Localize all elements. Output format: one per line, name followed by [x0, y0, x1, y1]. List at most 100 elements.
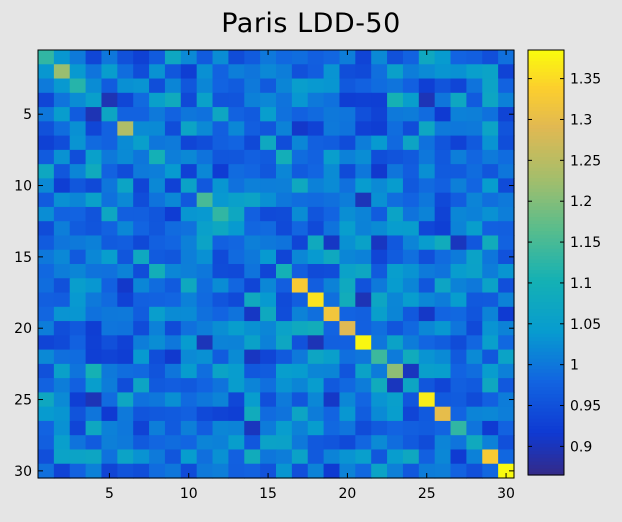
heatmap-cell [228, 192, 245, 208]
heatmap-cell [212, 107, 229, 122]
heatmap-cell [260, 92, 277, 108]
heatmap-cell [434, 249, 452, 265]
heatmap-cell [69, 335, 87, 351]
heatmap-cell [133, 64, 150, 80]
heatmap-cell [196, 107, 214, 122]
heatmap-cell [164, 221, 182, 237]
heatmap-cell [402, 164, 420, 179]
colorbar-swatch [528, 198, 564, 203]
x-tick-label: 15 [259, 486, 277, 502]
heatmap-cell-diagonal [307, 292, 325, 308]
colorbar-swatch [528, 329, 564, 334]
heatmap-cell [276, 406, 293, 422]
heatmap-cell [291, 349, 309, 365]
colorbar-tick-label: 1.1 [570, 276, 592, 292]
heatmap-cell [355, 78, 372, 94]
heatmap-cell [498, 206, 515, 222]
heatmap-cell [53, 264, 71, 279]
heatmap-cell [466, 420, 483, 436]
heatmap-cell [101, 92, 118, 108]
heatmap-cell [101, 121, 118, 137]
heatmap-cell [482, 64, 499, 80]
heatmap-cell [276, 235, 293, 251]
colorbar-swatch [528, 375, 564, 380]
heatmap-cell [371, 206, 388, 222]
heatmap-cell [212, 363, 229, 379]
heatmap-cell [434, 64, 452, 80]
heatmap-cell [164, 78, 182, 94]
heatmap-cell [450, 435, 467, 451]
heatmap-cell [434, 206, 452, 222]
heatmap-cell-diagonal [212, 206, 229, 222]
x-tick-label: 25 [418, 486, 436, 502]
heatmap-cell [323, 435, 341, 451]
colorbar-swatch [528, 418, 564, 423]
heatmap-cell [260, 435, 277, 451]
heatmap-cell [418, 164, 436, 179]
heatmap-cell [180, 278, 198, 294]
heatmap-cell-diagonal [418, 392, 436, 408]
heatmap-cell [387, 149, 404, 165]
heatmap-cell [38, 378, 55, 393]
heatmap-cell [196, 235, 214, 251]
heatmap-cell [450, 64, 467, 80]
colorbar-swatch [528, 99, 564, 104]
heatmap-cell [244, 449, 261, 465]
heatmap-cell [434, 392, 452, 408]
heatmap-cell [260, 335, 277, 351]
heatmap-cell [387, 306, 404, 322]
heatmap-cell [339, 121, 356, 137]
heatmap-cell [244, 463, 261, 479]
heatmap-cell [53, 292, 71, 308]
heatmap-cell [212, 321, 229, 336]
colorbar-swatch [528, 372, 564, 377]
heatmap-cell [38, 149, 55, 165]
heatmap-cell [466, 221, 483, 237]
heatmap-cell [133, 192, 150, 208]
heatmap-cell [418, 264, 436, 279]
colorbar-swatch [528, 113, 564, 118]
heatmap-cell [371, 306, 388, 322]
heatmap-cell [450, 349, 467, 365]
heatmap-cell [482, 164, 499, 179]
heatmap-cell [291, 235, 309, 251]
heatmap-cell [117, 392, 134, 408]
heatmap-cell [466, 78, 483, 94]
heatmap-cell [418, 435, 436, 451]
heatmap-cell [434, 378, 452, 393]
colorbar-swatch [528, 460, 564, 465]
heatmap-cell [466, 335, 483, 351]
heatmap-cell-diagonal [260, 249, 277, 265]
colorbar-swatch [528, 301, 564, 306]
heatmap-cell [101, 50, 118, 65]
heatmap-cell [434, 463, 452, 479]
heatmap-cell [244, 192, 261, 208]
heatmap-cell [371, 449, 388, 465]
colorbar-swatch [528, 365, 564, 370]
heatmap-cell [149, 392, 166, 408]
colorbar-tick-label: 1.15 [570, 235, 601, 251]
colorbar-swatch [528, 81, 564, 87]
colorbar-swatch [528, 464, 564, 469]
heatmap-cell [387, 435, 404, 451]
colorbar-swatch [528, 60, 564, 65]
heatmap-cell [228, 306, 245, 322]
heatmap-cell [466, 264, 483, 279]
colorbar-swatch [528, 191, 564, 196]
heatmap-cell-diagonal [133, 135, 150, 151]
x-tick-label: 20 [338, 486, 356, 502]
heatmap-cell [307, 435, 325, 451]
heatmap-cell [498, 292, 515, 308]
colorbar-swatch [528, 382, 564, 388]
heatmap-cell [371, 420, 388, 436]
heatmap-cell [38, 306, 55, 322]
heatmap-cell [402, 178, 420, 194]
heatmap-cell [117, 149, 134, 165]
colorbar-swatch [528, 315, 564, 320]
heatmap-cell [371, 135, 388, 151]
heatmap-cell [355, 435, 372, 451]
heatmap-cell [402, 321, 420, 336]
heatmap-cell [418, 121, 436, 137]
heatmap-cell [38, 449, 55, 465]
heatmap-cell [85, 206, 103, 222]
